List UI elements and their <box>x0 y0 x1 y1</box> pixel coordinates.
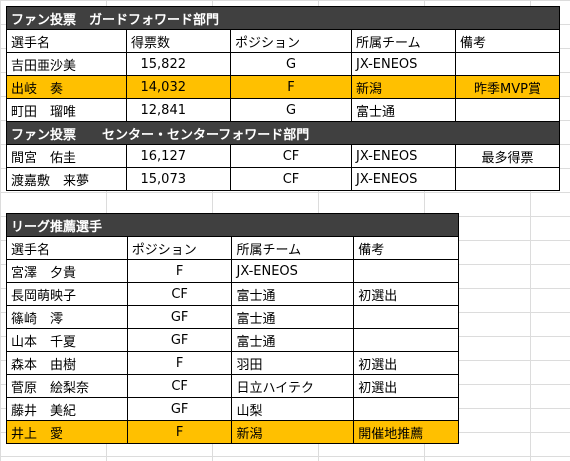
cell-note[interactable]: 初選出 <box>353 282 459 306</box>
cell-team[interactable]: JX-ENEOS <box>351 167 456 191</box>
cell-name[interactable]: 吉田亜沙美 <box>6 52 127 76</box>
fan-vote-table: ファン投票 ガードフォワード部門 選手名 得票数 ポジション 所属チーム 備考 … <box>5 6 561 191</box>
cell-team[interactable]: JX-ENEOS <box>351 144 456 168</box>
cell-name[interactable]: 藤井 美紀 <box>6 397 128 421</box>
cell-position[interactable]: F <box>126 259 233 283</box>
cell-team[interactable]: 山梨 <box>231 397 355 421</box>
header-cell[interactable]: 所属チーム <box>351 29 456 53</box>
table-row: 篠崎 澪 GF 富士通 <box>6 305 459 329</box>
header-cell[interactable]: ポジション <box>230 29 352 53</box>
cell-team[interactable]: 富士通 <box>231 282 355 306</box>
cell-name[interactable]: 森本 由樹 <box>6 351 128 375</box>
cell-votes[interactable]: 15,073 <box>126 167 231 191</box>
cell-name[interactable]: 井上 愛 <box>6 420 128 444</box>
table-row: 渡嘉敷 来夢 15,073 CF JX-ENEOS <box>6 167 561 191</box>
header-cell[interactable]: 選手名 <box>6 236 128 260</box>
cell-note[interactable]: 最多得票 <box>454 144 561 168</box>
cell-position[interactable]: G <box>230 52 352 76</box>
cell-position[interactable]: F <box>126 351 233 375</box>
cell-note[interactable]: 昨季MVP賞 <box>454 75 561 99</box>
header-row: 選手名 ポジション 所属チーム 備考 <box>6 236 459 260</box>
cell-position[interactable]: GF <box>126 305 233 329</box>
cell-note[interactable] <box>454 52 561 76</box>
header-cell[interactable]: 得票数 <box>126 29 231 53</box>
header-cell[interactable]: 所属チーム <box>231 236 355 260</box>
cell-note[interactable] <box>353 397 459 421</box>
cell-note[interactable]: 初選出 <box>353 374 459 398</box>
table-row: 長岡萌映子 CF 富士通 初選出 <box>6 282 459 306</box>
header-row: 選手名 得票数 ポジション 所属チーム 備考 <box>6 29 561 53</box>
table-row-highlighted: 出岐 奏 14,032 F 新潟 昨季MVP賞 <box>6 75 561 99</box>
cell-votes[interactable]: 14,032 <box>126 75 231 99</box>
cell-position[interactable]: G <box>230 98 352 122</box>
header-cell[interactable]: ポジション <box>126 236 233 260</box>
table-row: 菅原 絵梨奈 CF 日立ハイテク 初選出 <box>6 374 459 398</box>
table-row: 宮澤 夕貴 F JX-ENEOS <box>6 259 459 283</box>
cell-name[interactable]: 出岐 奏 <box>6 75 127 99</box>
cell-name[interactable]: 間宮 佑圭 <box>6 144 127 168</box>
cell-note[interactable] <box>454 167 561 191</box>
cell-votes[interactable]: 16,127 <box>126 144 231 168</box>
cell-team[interactable]: 羽田 <box>231 351 355 375</box>
table-row: 藤井 美紀 GF 山梨 <box>6 397 459 421</box>
cell-team[interactable]: JX-ENEOS <box>351 52 456 76</box>
cell-position[interactable]: F <box>126 420 233 444</box>
cell-position[interactable]: F <box>230 75 352 99</box>
table-row: 山本 千夏 GF 富士通 <box>6 328 459 352</box>
header-cell[interactable]: 備考 <box>454 29 561 53</box>
cell-name[interactable]: 宮澤 夕貴 <box>6 259 128 283</box>
cell-team[interactable]: JX-ENEOS <box>231 259 355 283</box>
section-title-row: ファン投票 センター・センターフォワード部門 <box>5 121 561 145</box>
cell-position[interactable]: CF <box>126 374 233 398</box>
cell-note[interactable]: 開催地推薦 <box>353 420 459 444</box>
cell-note[interactable] <box>353 328 459 352</box>
table-row: 町田 瑠唯 12,841 G 富士通 <box>6 98 561 122</box>
cell-position[interactable]: CF <box>230 144 352 168</box>
cell-name[interactable]: 長岡萌映子 <box>6 282 128 306</box>
cell-name[interactable]: 山本 千夏 <box>6 328 128 352</box>
cell-team[interactable]: 富士通 <box>231 328 355 352</box>
section-title-row: リーグ推薦選手 <box>6 213 459 237</box>
cell-name[interactable]: 町田 瑠唯 <box>6 98 127 122</box>
cell-team[interactable]: 新潟 <box>351 75 456 99</box>
cell-team[interactable]: 日立ハイテク <box>231 374 355 398</box>
section-title-row: ファン投票 ガードフォワード部門 <box>5 6 561 30</box>
cell-position[interactable]: CF <box>230 167 352 191</box>
table-row-highlighted: 井上 愛 F 新潟 開催地推薦 <box>6 420 459 444</box>
section-title-center: ファン投票 センター・センターフォワード部門 <box>5 121 561 145</box>
cell-note[interactable] <box>454 98 561 122</box>
league-recommend-table: リーグ推薦選手 選手名 ポジション 所属チーム 備考 宮澤 夕貴 F JX-EN… <box>6 213 459 444</box>
header-cell[interactable]: 備考 <box>353 236 459 260</box>
table-row: 間宮 佑圭 16,127 CF JX-ENEOS 最多得票 <box>6 144 561 168</box>
table-row: 森本 由樹 F 羽田 初選出 <box>6 351 459 375</box>
cell-name[interactable]: 渡嘉敷 来夢 <box>6 167 127 191</box>
cell-team[interactable]: 富士通 <box>351 98 456 122</box>
cell-note[interactable] <box>353 259 459 283</box>
cell-note[interactable]: 初選出 <box>353 351 459 375</box>
table-row: 吉田亜沙美 15,822 G JX-ENEOS <box>6 52 561 76</box>
cell-name[interactable]: 篠崎 澪 <box>6 305 128 329</box>
cell-note[interactable] <box>353 305 459 329</box>
section-title-guard: ファン投票 ガードフォワード部門 <box>5 6 561 30</box>
header-cell[interactable]: 選手名 <box>6 29 127 53</box>
cell-votes[interactable]: 12,841 <box>126 98 231 122</box>
section-title-league: リーグ推薦選手 <box>6 213 459 237</box>
cell-position[interactable]: GF <box>126 397 233 421</box>
cell-team[interactable]: 新潟 <box>231 420 355 444</box>
cell-position[interactable]: GF <box>126 328 233 352</box>
cell-name[interactable]: 菅原 絵梨奈 <box>6 374 128 398</box>
cell-position[interactable]: CF <box>126 282 233 306</box>
cell-votes[interactable]: 15,822 <box>126 52 231 76</box>
cell-team[interactable]: 富士通 <box>231 305 355 329</box>
